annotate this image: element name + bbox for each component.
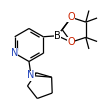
- Text: B: B: [54, 31, 61, 41]
- Text: O: O: [67, 12, 75, 22]
- Text: N: N: [11, 48, 18, 58]
- Text: O: O: [67, 37, 75, 47]
- Text: N: N: [27, 70, 35, 81]
